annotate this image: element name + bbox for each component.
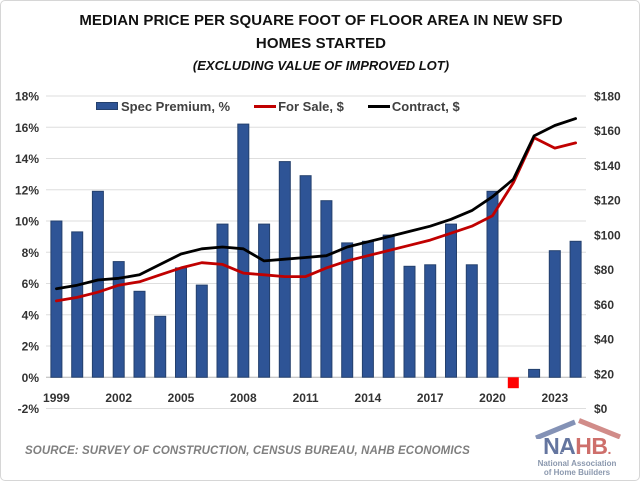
bar-2016 — [403, 265, 416, 378]
nahb-subtext-line1: National Association — [537, 459, 617, 468]
bar-2021 — [507, 377, 519, 389]
chart-title-line2: HOMES STARTED — [255, 35, 387, 52]
chart-subtitle: (EXCLUDING VALUE OF IMPROVED LOT) — [192, 58, 450, 73]
left-axis-label-2: 2% — [22, 340, 40, 354]
x-axis-label-2017: 2017 — [417, 391, 444, 405]
right-axis-label-60: $60 — [594, 298, 614, 312]
chart-title-line1: MEDIAN PRICE PER SQUARE FOOT OF FLOOR AR… — [79, 12, 563, 29]
nahb-wordmark-hb: HB — [575, 433, 608, 459]
line-for-sale — [55, 136, 577, 303]
left-axis-label-14: 14% — [15, 152, 39, 166]
bar-2019 — [465, 264, 478, 378]
left-axis-label-8: 8% — [22, 246, 40, 260]
x-axis-label-2005: 2005 — [168, 391, 195, 405]
left-axis-label-12: 12% — [15, 183, 39, 197]
x-axis-label-2014: 2014 — [355, 391, 382, 405]
right-axis-label-0: $0 — [594, 402, 608, 416]
bar-2012 — [320, 200, 333, 378]
bar-2014 — [361, 240, 374, 378]
bar-2004 — [154, 315, 167, 378]
right-axis-label-120: $120 — [594, 194, 621, 208]
source-note: SOURCE: SURVEY OF CONSTRUCTION, CENSUS B… — [25, 445, 470, 457]
left-axis-label-6: 6% — [22, 277, 40, 291]
right-axis-label-140: $140 — [594, 159, 621, 173]
nahb-wordmark-dot: . — [607, 441, 612, 457]
bar-2023 — [548, 250, 561, 378]
bar-2024 — [569, 240, 582, 378]
x-axis-label-2011: 2011 — [293, 391, 319, 405]
bar-2005 — [175, 267, 187, 378]
nahb-wordmark: NAHB. ★ — [543, 433, 612, 459]
nahb-star-icon: ★ — [561, 449, 568, 458]
nahb-wordmark-na: NA — [543, 433, 576, 459]
legend-bar-swatch-icon — [96, 102, 118, 110]
bar-2003 — [133, 290, 146, 378]
bar-2017 — [424, 264, 437, 378]
combo-chart: -2% 0% 2% 4% 6% 8% 10% 12% 14% 16% 18% $0 $20 $40 $60 $… — [15, 90, 621, 417]
right-axis-label-20: $20 — [594, 367, 614, 381]
right-axis-label-80: $80 — [594, 263, 614, 277]
x-axis-label-2008: 2008 — [230, 391, 257, 405]
legend-item-contract: Contract, $ — [367, 98, 460, 114]
legend-item-for-sale: For Sale, $ — [254, 99, 344, 114]
legend-item-spec-premium: Spec Premium, % — [96, 99, 230, 114]
x-axis-label-2002: 2002 — [105, 391, 132, 405]
legend-label: Spec Premium, % — [121, 98, 231, 114]
line-contract — [55, 117, 577, 291]
roof-right-slope — [578, 418, 621, 439]
roof-left-slope — [535, 419, 576, 439]
left-axis-label-0: 0% — [22, 371, 40, 385]
bar-2018 — [445, 223, 457, 378]
left-axis-label-16: 16% — [15, 121, 39, 135]
right-axis-label-40: $40 — [594, 333, 614, 347]
nahb-subtext-line2: of Home Builders — [543, 468, 611, 477]
right-axis-label-180: $180 — [594, 90, 621, 104]
legend-line-swatch-icon — [254, 104, 277, 108]
bar-2002 — [112, 261, 125, 378]
nahb-logo: NAHB. ★ National Association of Home Bui… — [528, 417, 626, 477]
right-axis-label-100: $100 — [594, 228, 621, 242]
chart-title-block: MEDIAN PRICE PER SQUARE FOOT OF FLOOR AR… — [1, 9, 639, 76]
bar-2007 — [216, 223, 229, 378]
bar-2013 — [341, 242, 354, 378]
bar-2022 — [528, 368, 541, 378]
legend-line-swatch-icon — [367, 104, 390, 108]
legend-label: Contract, $ — [391, 98, 460, 114]
bar-2015 — [382, 234, 395, 378]
x-axis-label-2020: 2020 — [479, 391, 506, 405]
left-axis-label--2: -2% — [18, 402, 40, 416]
left-axis-label-4: 4% — [22, 308, 40, 322]
right-axis-label-160: $160 — [594, 124, 621, 138]
left-axis-label-18: 18% — [15, 90, 39, 104]
bar-2009 — [258, 223, 271, 378]
bar-2000 — [71, 231, 84, 378]
bar-2010 — [278, 161, 291, 378]
bar-2020 — [486, 190, 499, 378]
x-axis-label-2023: 2023 — [541, 391, 568, 405]
chart-legend: Spec Premium, % For Sale, $ Contract, $ — [96, 98, 460, 114]
legend-label: For Sale, $ — [278, 98, 344, 114]
nahb-roof-icon — [535, 418, 621, 439]
bar-2006 — [195, 284, 208, 378]
left-axis-label-10: 10% — [15, 215, 39, 229]
x-axis-label-1999: 1999 — [43, 391, 70, 405]
bar-2001 — [91, 190, 104, 378]
